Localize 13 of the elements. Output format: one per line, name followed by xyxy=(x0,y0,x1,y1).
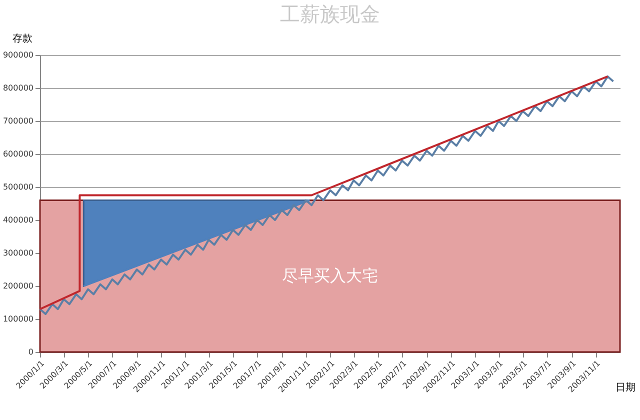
y-tick-label: 200000 xyxy=(2,282,34,290)
y-tick-label: 300000 xyxy=(2,248,34,258)
y-tick-label: 400000 xyxy=(2,216,34,224)
y-tick-label: 900000 xyxy=(2,50,34,60)
band-label: 尽早买入大宅 xyxy=(282,266,378,286)
y-tick-label: 0 xyxy=(28,348,34,356)
y-tick-label: 100000 xyxy=(2,314,34,324)
x-axis-title: 日期 xyxy=(616,382,636,394)
y-tick-label: 600000 xyxy=(2,150,34,158)
y-tick-label: 700000 xyxy=(2,116,34,126)
y-tick-label: 800000 xyxy=(2,84,34,92)
y-axis-title: 存款 xyxy=(12,32,32,44)
y-tick-label: 500000 xyxy=(2,182,34,192)
